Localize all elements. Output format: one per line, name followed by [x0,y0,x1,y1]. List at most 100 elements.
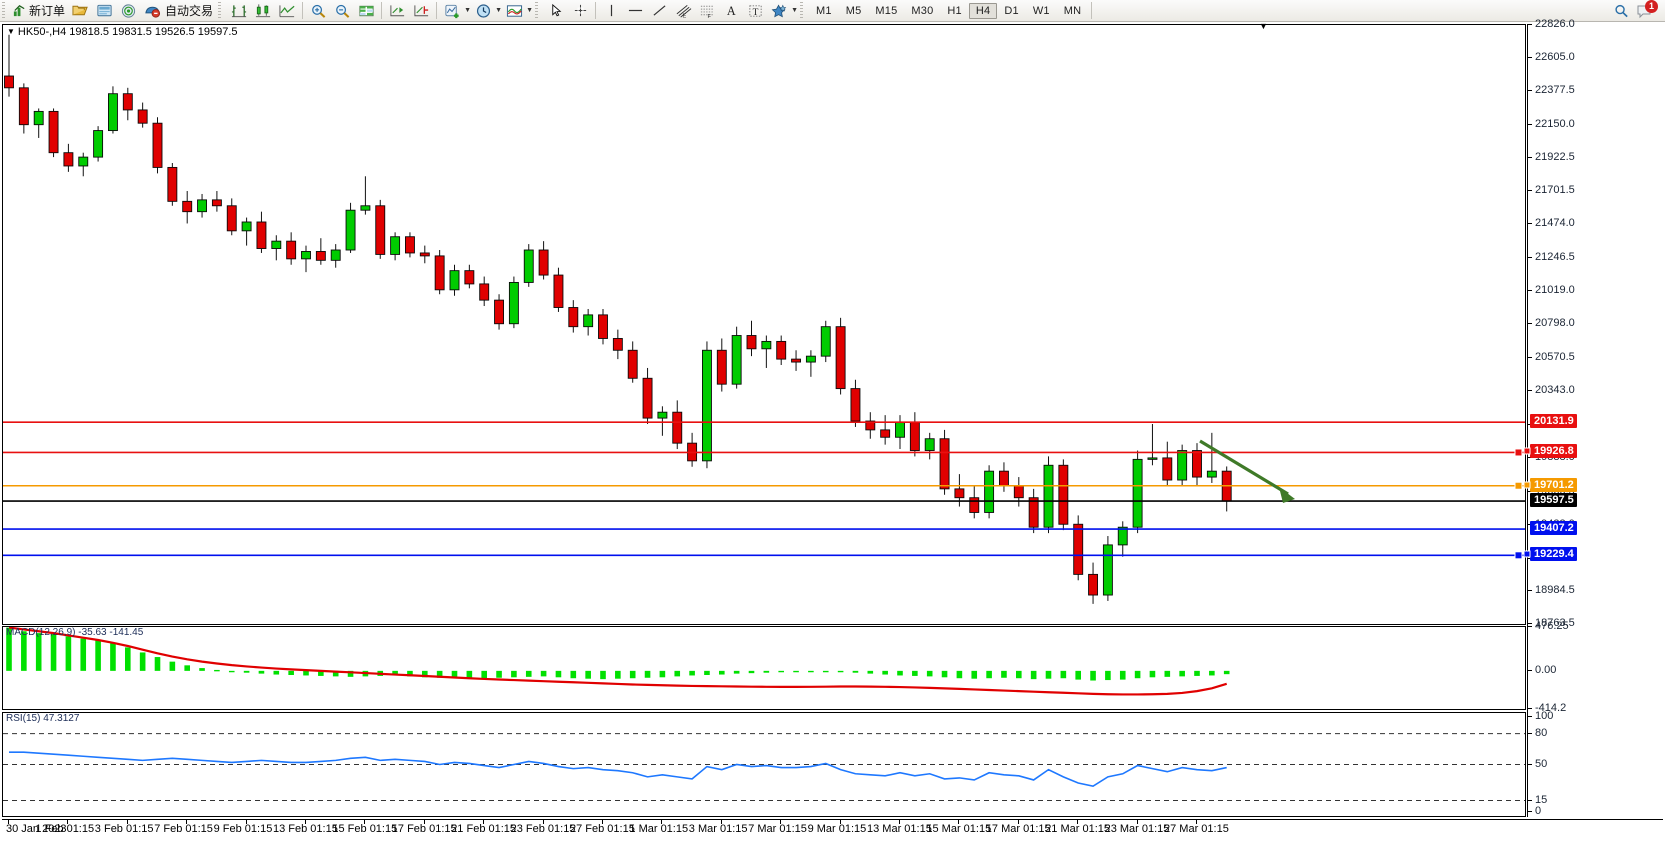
timeframe-w1[interactable]: W1 [1032,4,1050,17]
crosshair-button[interactable] [568,1,592,21]
new-order-icon [13,5,25,17]
auto-trading-button[interactable] [140,1,164,21]
price-level-handle-resistance-1[interactable] [1523,447,1531,455]
chart-header-text: HK50-,H4 19818.5 19831.5 19526.5 19597.5 [17,26,238,38]
macd-pane[interactable]: MACD(12,26,9) -35.63 -141.45 [2,626,1526,710]
line-chart-button[interactable] [275,1,299,21]
vertical-line-icon [610,4,612,17]
time-axis-label: 13 Feb 01:15 [273,823,338,835]
fibonacci-button[interactable]: F [695,1,719,21]
time-axis-label: 30 Jan 2023 [6,823,67,835]
new-order-button[interactable]: 新订单 [11,1,68,21]
price-axis-tick [1528,356,1532,358]
chart-shift-button[interactable] [409,1,433,21]
macd-axis-tick [1528,708,1532,709]
price-axis-tick [1528,123,1532,125]
timeframe-m5[interactable]: M5 [845,4,862,17]
shapes-button[interactable] [767,1,791,21]
price-axis-tick [1528,56,1532,58]
price-axis-label: 21474.0 [1535,217,1575,230]
price-axis-label: 20570.5 [1535,350,1575,363]
text-button[interactable]: A [719,1,743,21]
price-level-handle-support-2[interactable] [1523,550,1531,558]
text-label-icon: T [748,4,762,17]
indicators-dropdown-arrow[interactable]: ▼ [464,7,471,14]
folder-button[interactable] [68,1,92,21]
text-label-button[interactable]: T [743,1,767,21]
time-axis-label: 1 Feb 01:15 [35,823,95,835]
trendline-button[interactable] [647,1,671,21]
timeframe-h4[interactable]: H4 [968,2,998,19]
time-axis-label: 13 Mar 01:15 [867,823,932,835]
price-level-handle-pivot[interactable] [1523,481,1531,489]
price-axis-label: 21019.0 [1535,284,1575,297]
cursor-button[interactable] [544,1,568,21]
rsi-pane[interactable]: RSI(15) 47.3127 [2,712,1526,817]
price-axis-label: 22150.0 [1535,117,1575,130]
price-level-label-resistance-1[interactable]: 19926.8 [1530,444,1577,459]
search-button[interactable] [1609,1,1633,21]
vertical-line-button[interactable] [599,1,623,21]
price-level-label-pivot[interactable]: 19701.2 [1530,477,1577,492]
toolbar-grip-line-studies[interactable] [534,1,542,20]
toolbar-separator-1 [302,2,304,19]
periods-dropdown-arrow[interactable]: ▼ [495,7,502,14]
grid-button[interactable] [354,1,378,21]
timeframe-h1[interactable]: H1 [947,4,962,17]
zoom-in-icon [311,4,325,18]
timeframe-d1[interactable]: D1 [1004,4,1019,17]
zoom-out-button[interactable] [330,1,354,21]
rsi-header: RSI(15) 47.3127 [6,713,80,724]
macd-axis-tick [1528,626,1532,627]
auto-scroll-button[interactable] [385,1,409,21]
price-axis-tick [1528,24,1532,25]
terminal-icon [96,4,112,16]
time-axis-tick [1017,820,1019,824]
shapes-icon [771,4,786,17]
timeframe-m1[interactable]: M1 [816,4,832,17]
alerts-button[interactable]: 1 [1633,0,1658,21]
time-axis-tick [542,820,544,824]
zoom-in-button[interactable] [306,1,330,21]
equidistant-channel-button[interactable]: E [671,1,695,21]
time-axis-label: 15 Feb 01:15 [332,823,398,835]
time-axis-tick [8,820,9,824]
terminal-button[interactable] [92,1,116,21]
horizontal-line-button[interactable] [623,1,647,21]
price-level-label-resistance-2[interactable]: 20131.9 [1530,414,1577,429]
timeframe-mn[interactable]: MN [1063,4,1082,17]
time-axis-tick [661,820,663,824]
indicators-button[interactable] [440,1,464,21]
price-pane[interactable]: ▼ HK50-,H4 19818.5 19831.5 19526.5 19597.… [2,24,1526,625]
candlestick-chart-button[interactable] [251,1,275,21]
toolbar-grip-charts[interactable] [217,1,225,20]
price-axis-label: 22826.0 [1535,18,1575,30]
time-axis[interactable]: 30 Jan 2023 1 Feb 01:15 3 Feb 01:15 7 Feb 0… [2,819,1663,841]
auto-trading-toggle[interactable]: 自动交易 [164,1,216,21]
timeframe-m15[interactable]: M15 [875,4,898,17]
toolbar-grip-timeframes[interactable] [799,1,807,20]
bar-chart-button[interactable] [227,1,251,21]
templates-dropdown-arrow[interactable]: ▼ [526,7,533,14]
price-level-label-support-1[interactable]: 19407.2 [1530,521,1577,536]
timeframe-m30[interactable]: M30 [911,4,934,17]
fibonacci-icon: F [700,5,713,19]
shapes-dropdown-arrow[interactable]: ▼ [791,7,798,14]
price-axis-label: 18984.5 [1535,584,1575,597]
templates-button[interactable] [502,1,526,21]
rsi-plot [3,733,1525,802]
chart-header: ▼ HK50-,H4 19818.5 19831.5 19526.5 19597.… [7,26,238,38]
rsi-axis-label: 50 [1535,757,1548,770]
time-axis-tick [839,820,841,824]
chart-collapse-icon[interactable]: ▼ [7,27,15,36]
market-watch-button[interactable] [116,1,140,21]
periods-button[interactable] [471,1,495,21]
price-level-label-current-price[interactable]: 19597.5 [1530,493,1577,508]
chart-area[interactable]: ▼ HK50-,H4 19818.5 19831.5 19526.5 19597.… [0,18,1665,841]
price-level-label-support-2[interactable]: 19229.4 [1530,547,1577,562]
indicators-icon [444,4,459,18]
time-axis-tick [1077,820,1079,824]
price-axis[interactable]: 22826.0 22605.0 22377.5 22150.0 21922.5 21701… [1523,18,1663,817]
price-axis-tick [1528,90,1532,92]
toolbar-grip-standard[interactable] [1,1,8,20]
